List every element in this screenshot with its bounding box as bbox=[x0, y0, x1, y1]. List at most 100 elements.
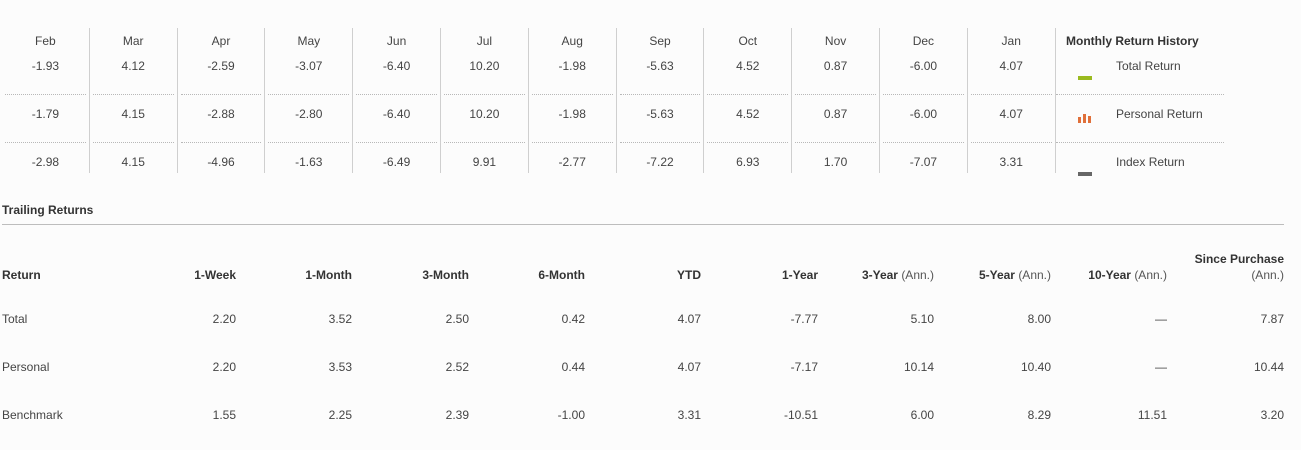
month-value: -2.80 bbox=[295, 107, 323, 121]
row-divider bbox=[1056, 94, 1224, 95]
table-cell: 2.50 bbox=[445, 312, 469, 326]
row-divider bbox=[268, 142, 350, 143]
column-header-label: Return bbox=[2, 268, 41, 282]
table-cell: 2.52 bbox=[445, 360, 469, 374]
month-value: 4.07 bbox=[999, 107, 1023, 121]
month-column-nov: Nov 0.87 0.87 1.70 bbox=[792, 28, 880, 173]
column-header[interactable]: 1-Week bbox=[194, 268, 236, 282]
table-cell: 4.07 bbox=[677, 360, 701, 374]
month-value: 0.87 bbox=[823, 107, 848, 121]
month-value: -6.00 bbox=[909, 59, 938, 73]
row-divider bbox=[356, 142, 437, 143]
column-header-label: 1-Month bbox=[305, 268, 352, 282]
month-value: 4.12 bbox=[121, 59, 145, 73]
column-header[interactable]: 1-Month bbox=[305, 268, 352, 282]
table-cell: 3.20 bbox=[1260, 408, 1284, 422]
row-divider bbox=[1056, 142, 1224, 143]
table-cell: 8.00 bbox=[1027, 312, 1051, 326]
month-column-may: May -3.07 -2.80 -1.63 bbox=[265, 28, 354, 173]
column-header-label: 5-Year bbox=[978, 268, 1015, 282]
row-divider bbox=[5, 94, 86, 95]
month-value: -4.96 bbox=[207, 155, 235, 169]
table-cell: 3.52 bbox=[328, 312, 352, 326]
month-value: -7.07 bbox=[909, 155, 938, 169]
month-header: Mar bbox=[122, 34, 144, 48]
table-cell: 1.55 bbox=[212, 408, 236, 422]
month-value: 10.20 bbox=[469, 107, 500, 121]
table-cell: 3.31 bbox=[677, 408, 701, 422]
column-header[interactable]: Return bbox=[2, 268, 41, 282]
month-column-dec: Dec -6.00 -6.00 -7.07 bbox=[880, 28, 968, 173]
month-value: 0.87 bbox=[823, 59, 848, 73]
month-value: 4.52 bbox=[736, 107, 760, 121]
row-divider bbox=[180, 94, 262, 95]
month-value: 4.15 bbox=[121, 155, 145, 169]
month-value: -5.63 bbox=[646, 59, 674, 73]
legend-label: Personal Return bbox=[1116, 107, 1203, 121]
row-divider bbox=[531, 142, 613, 143]
column-header[interactable]: 3-Month bbox=[422, 268, 469, 282]
row-label: Benchmark bbox=[2, 408, 63, 422]
column-header-label: 3-Month bbox=[422, 268, 469, 282]
month-header: Jun bbox=[386, 34, 407, 48]
column-header[interactable]: 3-Year (Ann.) bbox=[862, 268, 934, 282]
month-column-oct: Oct 4.52 4.52 6.93 bbox=[704, 28, 793, 173]
row-divider bbox=[970, 94, 1052, 95]
trailing-returns-divider bbox=[2, 224, 1284, 225]
row-divider bbox=[883, 94, 964, 95]
row-divider bbox=[707, 142, 789, 143]
row-divider bbox=[883, 142, 964, 143]
column-header-label: Since Purchase bbox=[1194, 252, 1284, 266]
table-cell: 0.44 bbox=[561, 360, 585, 374]
table-cell: 2.20 bbox=[212, 312, 236, 326]
month-column-aug: Aug -1.98 -1.98 -2.77 bbox=[529, 28, 617, 173]
column-header[interactable]: Since Purchase (Ann.) bbox=[1195, 251, 1284, 283]
month-column-jul: Jul 10.20 10.20 9.91 bbox=[441, 28, 529, 173]
month-value: 9.91 bbox=[472, 155, 497, 169]
table-cell: 10.14 bbox=[903, 360, 934, 374]
row-divider bbox=[531, 94, 613, 95]
column-header[interactable]: 1-Year bbox=[782, 268, 818, 282]
table-cell: 2.20 bbox=[212, 360, 236, 374]
column-header-label: 3-Year bbox=[861, 268, 898, 282]
column-header[interactable]: 6-Month bbox=[538, 268, 585, 282]
month-value: 1.70 bbox=[823, 155, 848, 169]
column-header-annotation: (Ann.) bbox=[1018, 268, 1051, 282]
month-value: -5.63 bbox=[646, 107, 674, 121]
bar-chart-icon bbox=[1078, 110, 1092, 128]
month-value: -1.98 bbox=[558, 59, 586, 73]
legend-label: Total Return bbox=[1116, 59, 1181, 73]
table-cell: -7.77 bbox=[790, 312, 818, 326]
column-header-annotation: (Ann.) bbox=[1134, 268, 1167, 282]
month-value: -6.00 bbox=[909, 107, 938, 121]
table-cell: — bbox=[1155, 360, 1167, 374]
column-header-annotation: (Ann.) bbox=[901, 268, 934, 282]
month-value: -1.63 bbox=[295, 155, 323, 169]
month-value: 10.20 bbox=[469, 59, 500, 73]
table-cell: 7.87 bbox=[1260, 312, 1284, 326]
column-header[interactable]: 5-Year (Ann.) bbox=[979, 268, 1051, 282]
month-value: 4.07 bbox=[999, 59, 1023, 73]
month-value: -2.88 bbox=[207, 107, 235, 121]
month-column-mar: Mar 4.12 4.15 4.15 bbox=[90, 28, 178, 173]
column-header-label: 1-Week bbox=[194, 268, 236, 282]
column-header[interactable]: 10-Year (Ann.) bbox=[1088, 268, 1167, 282]
month-value: 4.15 bbox=[121, 107, 145, 121]
month-column-feb: Feb -1.93 -1.79 -2.98 bbox=[2, 28, 90, 173]
row-label: Personal bbox=[2, 360, 50, 374]
green-bar-icon bbox=[1078, 67, 1092, 85]
row-divider bbox=[444, 94, 525, 95]
table-cell: 0.42 bbox=[561, 312, 585, 326]
column-header[interactable]: YTD bbox=[677, 268, 701, 282]
month-value: 3.31 bbox=[999, 155, 1023, 169]
legend-title: Monthly Return History bbox=[1066, 34, 1199, 48]
column-header-label: 10-Year bbox=[1088, 268, 1131, 282]
month-header: Nov bbox=[824, 34, 847, 48]
month-column-sep: Sep -5.63 -5.63 -7.22 bbox=[617, 28, 705, 173]
row-divider bbox=[356, 94, 437, 95]
month-value: -2.98 bbox=[31, 155, 60, 169]
row-divider bbox=[795, 142, 876, 143]
table-cell: 8.29 bbox=[1027, 408, 1051, 422]
month-value: -6.49 bbox=[382, 155, 411, 169]
month-value: -2.77 bbox=[558, 155, 586, 169]
